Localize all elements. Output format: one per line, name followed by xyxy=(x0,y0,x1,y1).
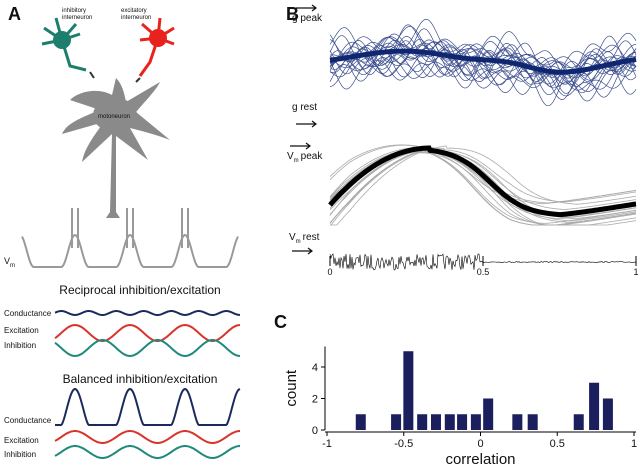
x-tick-label: 0.5 xyxy=(550,438,565,450)
label: g rest xyxy=(292,102,317,113)
g-trace xyxy=(329,51,637,92)
y-tick-label: 4 xyxy=(312,362,318,374)
g-trace xyxy=(329,44,637,98)
label: interneuron xyxy=(121,15,151,21)
label: m xyxy=(296,239,301,245)
panel-label: B xyxy=(286,4,299,24)
trace xyxy=(54,339,241,358)
x-tick-label: 1 xyxy=(631,438,637,450)
bar xyxy=(589,382,600,430)
trace xyxy=(54,445,240,459)
x-tick-label: -1 xyxy=(322,438,332,450)
vm-trial xyxy=(329,144,637,205)
x-tick-label: 0 xyxy=(477,438,483,450)
panel-label: A xyxy=(8,4,21,24)
label: inhibitory xyxy=(62,8,86,14)
vm-average xyxy=(328,145,637,218)
label: V xyxy=(287,151,294,162)
bar xyxy=(391,414,402,430)
label: V xyxy=(289,232,296,243)
traces: 0 0.5 1 0 2 4 -1 -0.5 0 0.5 1 correlation count xyxy=(21,18,639,466)
y-tick-label: 2 xyxy=(312,393,318,405)
g-trace xyxy=(329,36,637,74)
label: Excitation xyxy=(4,326,39,335)
arrows xyxy=(290,4,317,255)
bar xyxy=(483,398,494,430)
vm-trial xyxy=(330,148,637,226)
g-trace xyxy=(329,44,637,81)
y-tick-label: 0 xyxy=(312,425,318,437)
vm-trial xyxy=(329,145,637,216)
g-trace xyxy=(329,56,637,91)
bar xyxy=(417,414,428,430)
bar xyxy=(457,414,468,430)
label: Excitation xyxy=(4,436,39,445)
section-title: Balanced inhibition/excitation xyxy=(63,372,218,386)
g-trace xyxy=(329,48,637,102)
bar xyxy=(444,414,455,430)
g-average xyxy=(329,48,637,75)
x-tick-label: 1 xyxy=(633,267,638,277)
label: rest xyxy=(303,232,320,243)
label: Vm xyxy=(4,256,15,269)
section-title: Reciprocal inhibition/excitation xyxy=(59,283,220,297)
g-trace xyxy=(329,42,637,85)
bar xyxy=(512,414,523,430)
y-axis-title: count xyxy=(283,369,300,407)
trace xyxy=(54,310,241,317)
bar xyxy=(527,414,538,430)
label: motoneuron xyxy=(98,114,130,120)
label: g peak xyxy=(292,13,323,24)
label: peak xyxy=(301,151,324,162)
x-tick-label: -0.5 xyxy=(394,438,413,450)
label: m xyxy=(294,158,299,164)
label: Conductance xyxy=(4,416,52,425)
bar xyxy=(355,414,366,430)
vm-trial xyxy=(329,148,637,226)
vm-trial xyxy=(329,147,637,203)
g-trace xyxy=(329,25,637,79)
bar xyxy=(403,351,414,430)
x-tick-label: 0.5 xyxy=(477,267,490,277)
x-tick-label: 0 xyxy=(327,267,332,277)
bar xyxy=(430,414,441,430)
neurons xyxy=(41,17,175,218)
g-trace xyxy=(329,38,637,100)
vm-trace xyxy=(21,233,239,268)
label: Vm rest xyxy=(289,232,320,245)
panel-label: C xyxy=(274,312,287,332)
label: m xyxy=(10,263,15,269)
x-axis-title: correlation xyxy=(445,451,515,466)
trace xyxy=(54,323,241,342)
label: Conductance xyxy=(4,309,52,318)
bar xyxy=(573,414,584,430)
label: Inhibition xyxy=(4,450,36,459)
bar xyxy=(602,398,613,430)
label: Vm peak xyxy=(287,151,323,164)
label: Inhibition xyxy=(4,341,36,350)
trace xyxy=(55,387,241,426)
label: excitatory xyxy=(121,8,147,14)
label: interneuron xyxy=(62,15,92,21)
bar xyxy=(470,414,481,430)
label: V xyxy=(4,256,10,266)
trace xyxy=(54,430,240,444)
g-trace xyxy=(329,54,637,97)
